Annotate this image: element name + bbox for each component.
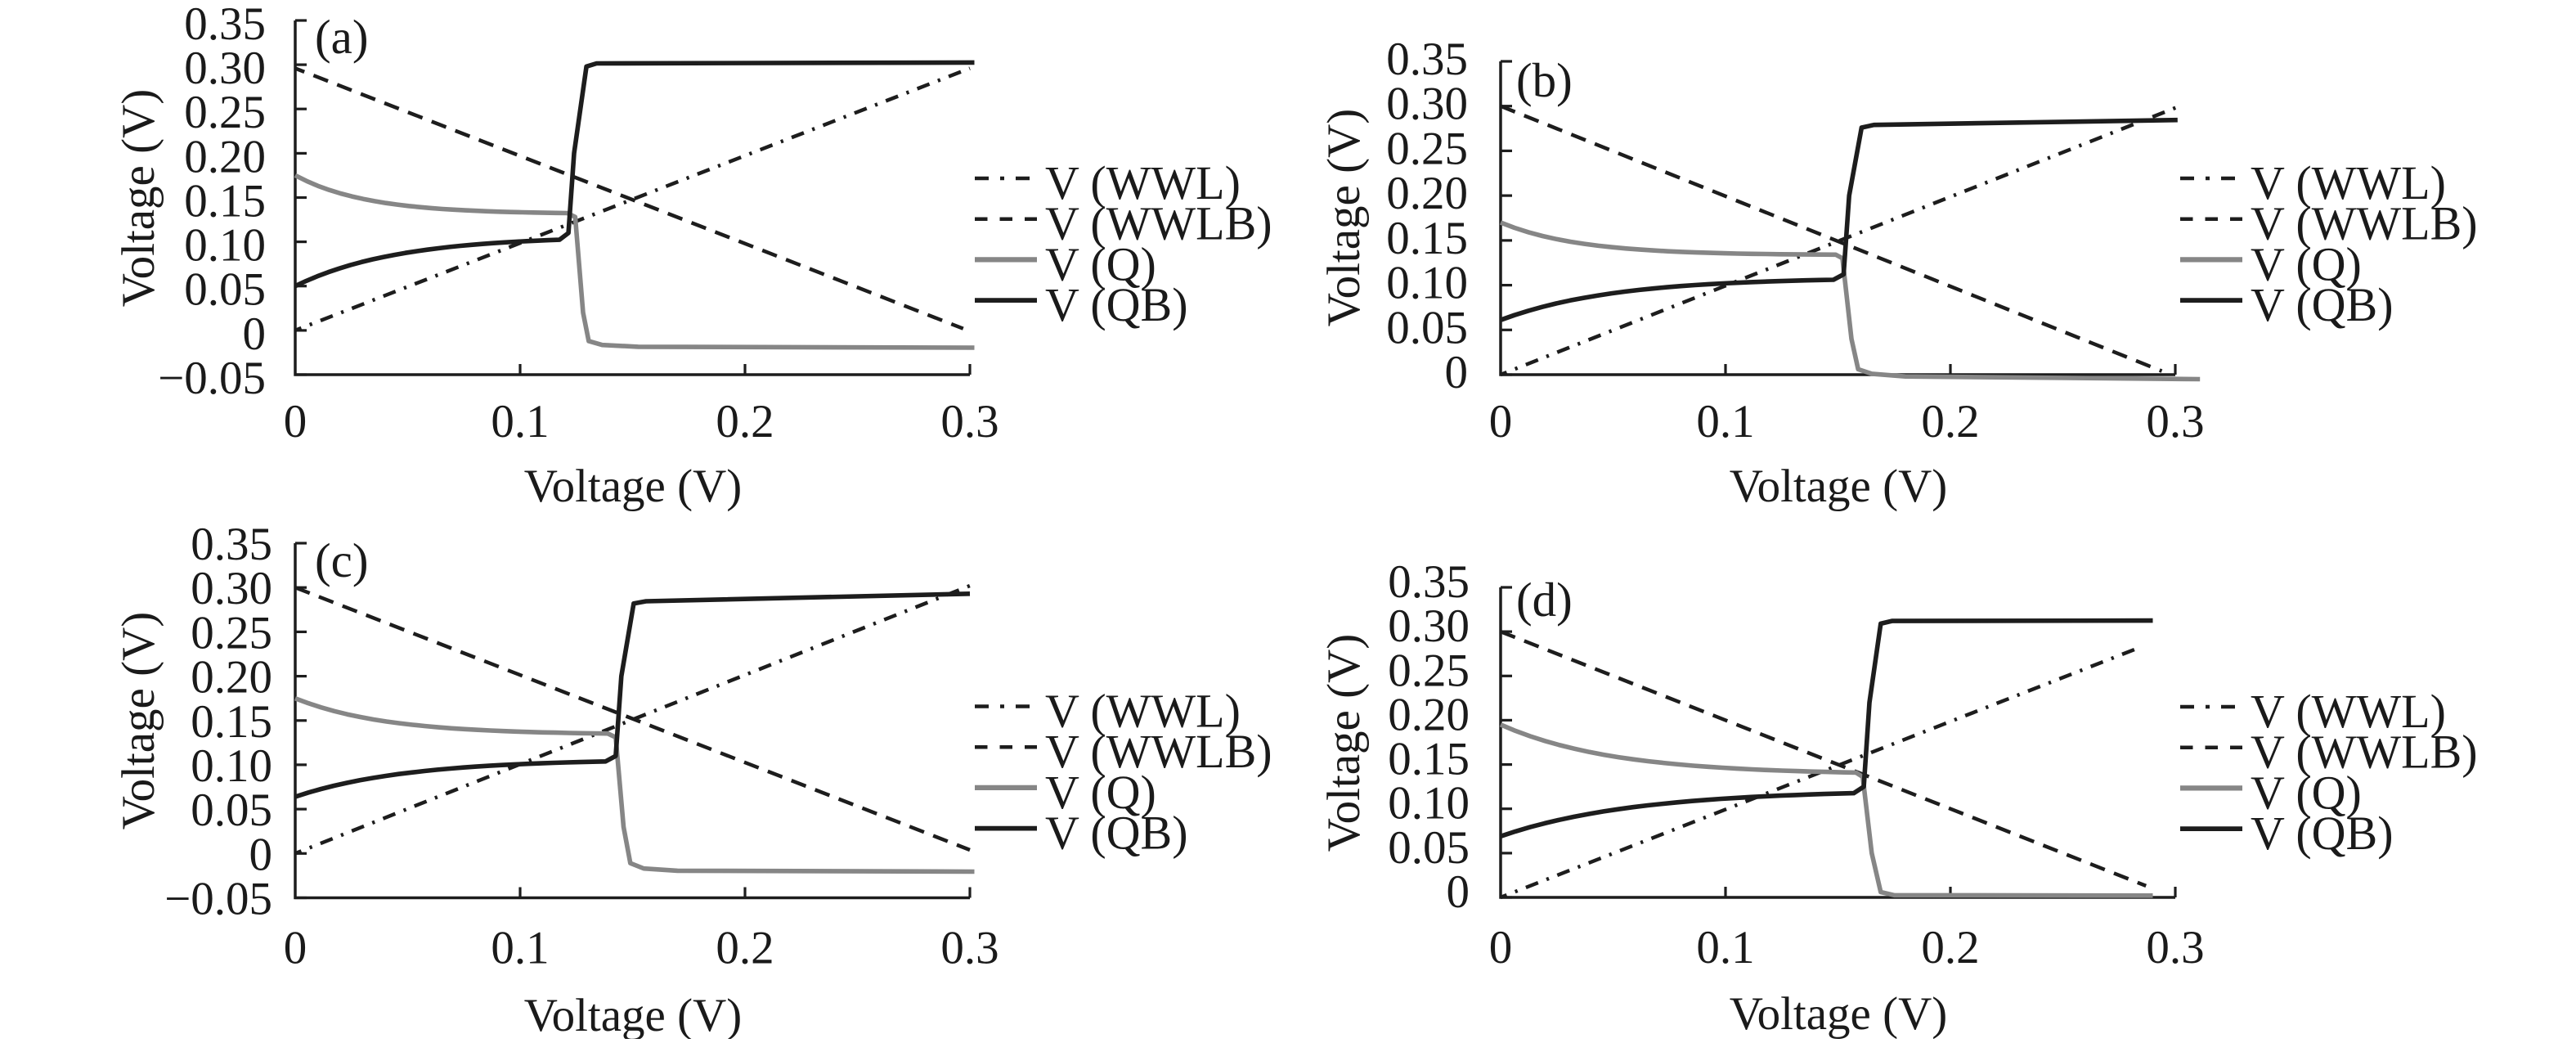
svg-text:V (WWL): V (WWL) xyxy=(2251,156,2446,209)
svg-text:V (WWLB): V (WWLB) xyxy=(2251,726,2478,779)
svg-text:0.15: 0.15 xyxy=(184,176,266,227)
svg-text:(d): (d) xyxy=(1516,573,1573,627)
svg-text:0.3: 0.3 xyxy=(2146,396,2204,447)
svg-text:Voltage (V): Voltage (V) xyxy=(113,612,164,829)
svg-text:0: 0 xyxy=(243,308,267,360)
svg-text:V (Q): V (Q) xyxy=(1045,766,1156,819)
svg-text:V (WWLB): V (WWLB) xyxy=(1045,725,1272,778)
svg-text:Voltage (V): Voltage (V) xyxy=(1318,634,1370,852)
svg-text:V (WWLB): V (WWLB) xyxy=(2251,197,2478,250)
svg-text:0: 0 xyxy=(1447,866,1470,918)
svg-text:0.1: 0.1 xyxy=(491,396,549,447)
svg-text:0.1: 0.1 xyxy=(1696,922,1754,973)
svg-text:0.35: 0.35 xyxy=(1386,34,1468,85)
svg-text:0: 0 xyxy=(284,396,307,447)
svg-text:V (Q): V (Q) xyxy=(1045,237,1156,290)
svg-text:V (WWL): V (WWL) xyxy=(1045,156,1241,209)
svg-text:0.05: 0.05 xyxy=(184,264,266,316)
svg-text:V (QB): V (QB) xyxy=(2251,807,2394,860)
svg-text:0.10: 0.10 xyxy=(184,220,266,272)
svg-text:0.20: 0.20 xyxy=(184,131,266,182)
svg-text:0.05: 0.05 xyxy=(191,784,272,836)
svg-text:Voltage (V): Voltage (V) xyxy=(1730,988,1947,1039)
svg-text:0: 0 xyxy=(284,923,307,974)
svg-text:−0.05: −0.05 xyxy=(164,874,272,925)
svg-text:V (WWL): V (WWL) xyxy=(2251,685,2446,738)
svg-text:0.2: 0.2 xyxy=(1921,396,1979,447)
svg-text:0.30: 0.30 xyxy=(1388,600,1470,652)
svg-text:0.15: 0.15 xyxy=(191,696,272,748)
svg-text:V (QB): V (QB) xyxy=(1045,278,1188,331)
svg-text:0.35: 0.35 xyxy=(184,0,266,50)
svg-text:0.05: 0.05 xyxy=(1386,302,1468,353)
svg-text:0: 0 xyxy=(249,829,273,880)
svg-text:0.20: 0.20 xyxy=(191,652,272,704)
svg-text:0.3: 0.3 xyxy=(2146,922,2204,973)
svg-text:0: 0 xyxy=(1445,347,1469,398)
svg-text:V (QB): V (QB) xyxy=(1045,807,1188,860)
svg-text:0.25: 0.25 xyxy=(1388,645,1470,696)
svg-text:0.3: 0.3 xyxy=(940,923,999,974)
svg-text:0.10: 0.10 xyxy=(191,740,272,792)
svg-text:V (Q): V (Q) xyxy=(2251,237,2362,290)
svg-text:Voltage (V): Voltage (V) xyxy=(524,990,742,1039)
svg-text:0.15: 0.15 xyxy=(1388,734,1470,785)
svg-text:0.2: 0.2 xyxy=(716,923,774,974)
svg-text:0.3: 0.3 xyxy=(940,396,999,447)
svg-text:0.25: 0.25 xyxy=(1386,123,1468,174)
svg-text:0.1: 0.1 xyxy=(491,923,549,974)
svg-text:Voltage (V): Voltage (V) xyxy=(1318,109,1370,326)
svg-text:V (WWLB): V (WWLB) xyxy=(1045,197,1272,250)
svg-text:(a): (a) xyxy=(315,10,368,64)
svg-text:V (Q): V (Q) xyxy=(2251,766,2362,819)
svg-text:−0.05: −0.05 xyxy=(158,353,266,404)
svg-text:Voltage (V): Voltage (V) xyxy=(524,461,742,512)
svg-text:0.2: 0.2 xyxy=(716,396,774,447)
svg-text:V (QB): V (QB) xyxy=(2251,278,2394,331)
svg-text:(c): (c) xyxy=(315,533,368,587)
svg-text:0.35: 0.35 xyxy=(1388,556,1470,608)
svg-text:(b): (b) xyxy=(1516,53,1573,107)
svg-text:0.35: 0.35 xyxy=(191,519,272,570)
svg-text:Voltage (V): Voltage (V) xyxy=(113,89,164,307)
svg-text:0.25: 0.25 xyxy=(184,87,266,138)
svg-text:0.20: 0.20 xyxy=(1386,168,1468,219)
svg-text:0.30: 0.30 xyxy=(1386,79,1468,130)
svg-text:0: 0 xyxy=(1489,396,1513,447)
svg-text:0.10: 0.10 xyxy=(1388,778,1470,829)
svg-text:0.20: 0.20 xyxy=(1388,689,1470,740)
svg-text:V (WWL): V (WWL) xyxy=(1045,685,1241,738)
svg-text:0.1: 0.1 xyxy=(1696,396,1754,447)
svg-text:0.10: 0.10 xyxy=(1386,258,1468,309)
svg-text:0.30: 0.30 xyxy=(184,43,266,94)
svg-text:Voltage (V): Voltage (V) xyxy=(1730,461,1947,512)
svg-text:0: 0 xyxy=(1489,922,1513,973)
svg-text:0.15: 0.15 xyxy=(1386,213,1468,264)
svg-text:0.30: 0.30 xyxy=(191,563,272,614)
svg-text:0.25: 0.25 xyxy=(191,607,272,659)
svg-text:0.05: 0.05 xyxy=(1388,822,1470,874)
svg-text:0.2: 0.2 xyxy=(1921,922,1979,973)
